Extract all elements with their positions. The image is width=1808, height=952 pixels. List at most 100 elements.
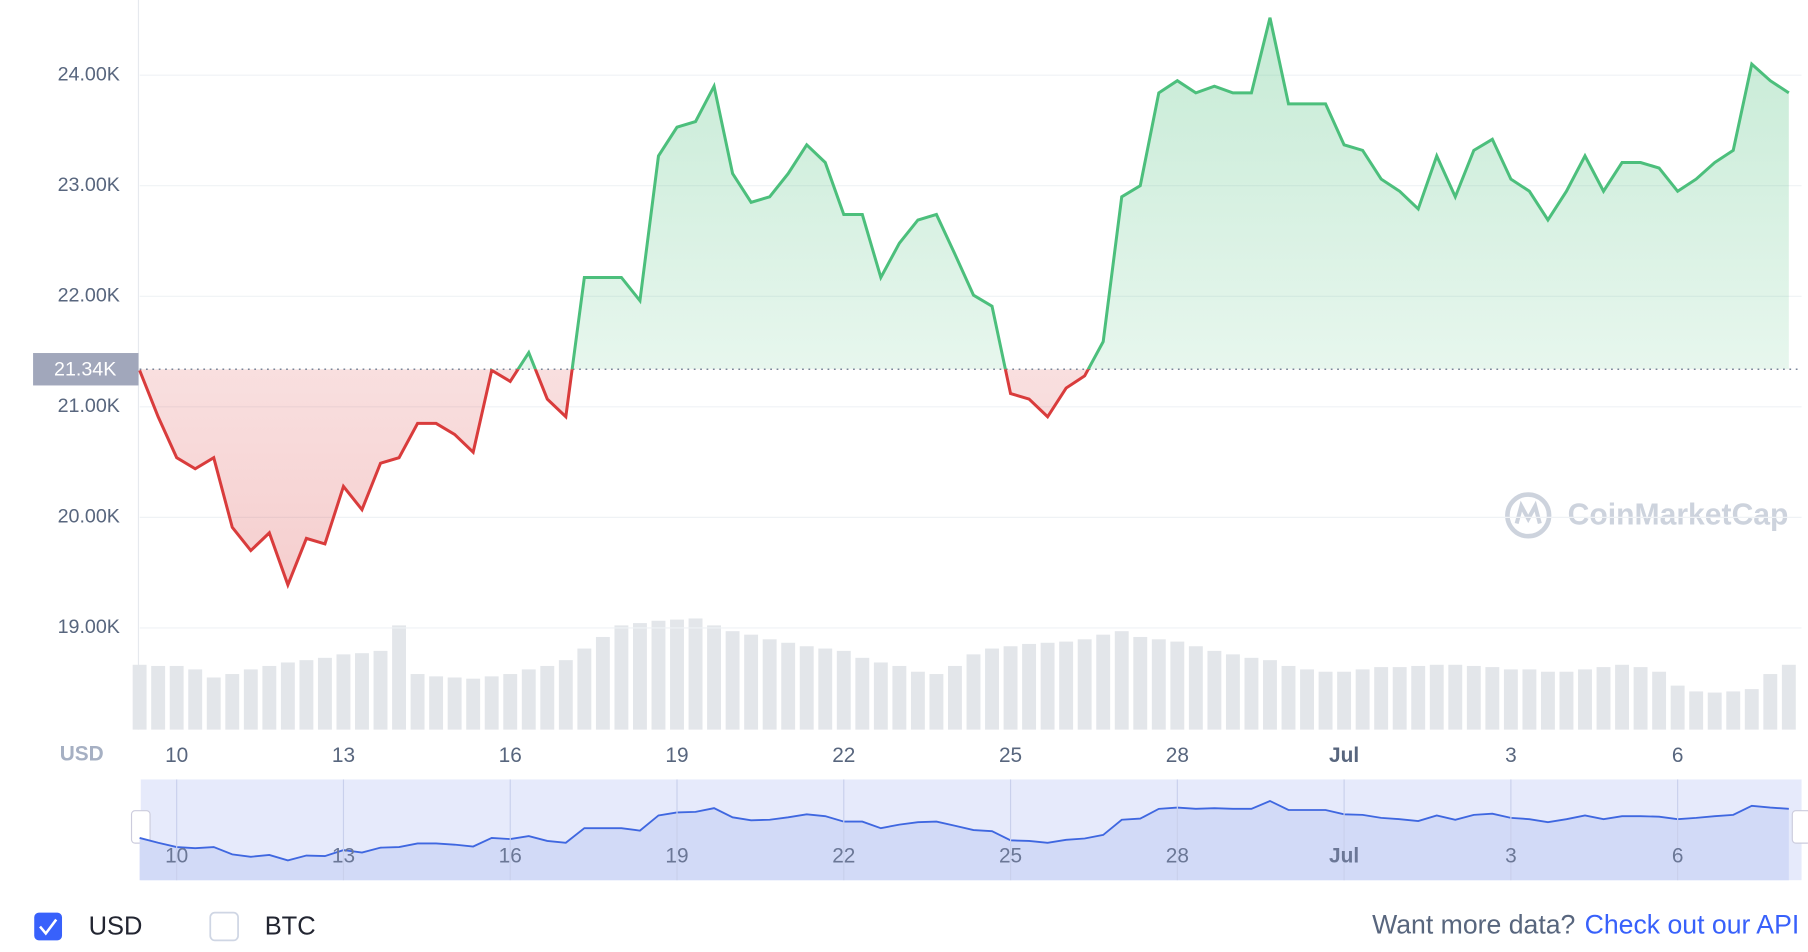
volume-bar bbox=[762, 639, 777, 730]
volume-bar bbox=[336, 654, 351, 730]
volume-bar bbox=[1540, 671, 1555, 730]
volume-bar bbox=[744, 634, 759, 730]
volume-bar bbox=[1448, 664, 1463, 730]
volume-bar bbox=[836, 650, 851, 730]
volume-bar bbox=[503, 674, 518, 730]
baseline-label: 21.34K bbox=[54, 359, 116, 381]
volume-bar bbox=[410, 674, 425, 730]
volume-bar bbox=[892, 665, 907, 730]
x-tick-label: 3 bbox=[1505, 744, 1517, 767]
volume-bar bbox=[1781, 664, 1796, 730]
volume-bar bbox=[1096, 634, 1111, 730]
baseline-label-bg bbox=[33, 353, 139, 386]
x-tick-label: 16 bbox=[499, 744, 522, 767]
volume-bar bbox=[948, 665, 962, 730]
plot: 19.00K 20.00K 21.00K 22.00K 23.00K 24.00K 21.3… bbox=[33, 17, 1802, 881]
volume-bar bbox=[1355, 669, 1370, 730]
volume-bar bbox=[355, 653, 369, 730]
volume-bar bbox=[558, 660, 573, 730]
volume-bar bbox=[317, 657, 332, 730]
navigator-tick-label: 28 bbox=[1166, 845, 1189, 868]
footer-link[interactable]: Check out our API bbox=[1585, 910, 1800, 940]
navigator-tick-label: 6 bbox=[1672, 845, 1684, 868]
volume-bar bbox=[429, 676, 444, 730]
volume-bar bbox=[1151, 639, 1166, 730]
volume-bar bbox=[188, 669, 203, 730]
check-icon bbox=[39, 918, 58, 936]
y-tick-label: 23.00K bbox=[58, 174, 120, 196]
x-tick-label: 10 bbox=[165, 744, 188, 767]
legend-label[interactable]: USD bbox=[89, 912, 143, 940]
volume-bar bbox=[1763, 674, 1778, 730]
navigator-tick-label: 10 bbox=[165, 845, 188, 868]
volume-bar bbox=[781, 642, 796, 730]
volume-bar bbox=[818, 648, 833, 730]
checkbox[interactable] bbox=[209, 911, 239, 942]
volume-bar bbox=[1726, 691, 1741, 730]
watermark: CoinMarketCap bbox=[1505, 492, 1789, 539]
volume-bar bbox=[929, 674, 944, 730]
x-tick-label: 25 bbox=[999, 744, 1022, 767]
volume-bar bbox=[206, 677, 221, 730]
volume-bar bbox=[1337, 671, 1352, 730]
volume-bar bbox=[1207, 650, 1222, 730]
navigator-tick-label: 25 bbox=[999, 845, 1022, 868]
volume-bar bbox=[1633, 667, 1648, 730]
volume-bar bbox=[392, 625, 406, 730]
volume-bar bbox=[1689, 691, 1704, 730]
volume-bar bbox=[985, 648, 999, 730]
volume-bar bbox=[1503, 669, 1518, 730]
volume-bar bbox=[1003, 646, 1018, 730]
area-up bbox=[139, 17, 1789, 370]
volume-bar bbox=[1040, 642, 1055, 730]
volume-bar bbox=[688, 618, 703, 730]
volume-bar bbox=[1281, 665, 1296, 730]
watermark-text: CoinMarketCap bbox=[1568, 498, 1789, 531]
volume-bar bbox=[1374, 667, 1389, 730]
navigator-handle[interactable] bbox=[1791, 810, 1808, 844]
x-tick-label: 13 bbox=[332, 744, 355, 767]
volume-bar bbox=[1022, 643, 1037, 730]
volume-bar bbox=[595, 636, 610, 730]
volume-bar bbox=[707, 625, 722, 730]
x-tick-label: 28 bbox=[1166, 744, 1189, 767]
y-tick-label: 21.00K bbox=[58, 395, 120, 417]
volume-bar bbox=[484, 676, 499, 730]
volume-bar bbox=[1596, 667, 1611, 730]
volume-bar bbox=[632, 623, 647, 730]
volume-bar bbox=[1670, 685, 1685, 730]
volume-bar bbox=[1559, 671, 1574, 730]
volume-bar bbox=[1225, 654, 1240, 730]
navigator-tick-label: 3 bbox=[1505, 845, 1517, 868]
area-down bbox=[139, 369, 1089, 585]
navigator-tick-label: 13 bbox=[332, 845, 355, 868]
volume-bar bbox=[1485, 667, 1500, 730]
navigator-area bbox=[139, 800, 1789, 881]
volume-bar bbox=[540, 665, 555, 730]
volume-bar bbox=[1263, 660, 1277, 730]
footer-prompt: Want more data? bbox=[1372, 910, 1575, 940]
checkbox[interactable] bbox=[34, 912, 63, 941]
volume-bar bbox=[1392, 667, 1407, 730]
navigator-tick-label: Jul bbox=[1329, 845, 1359, 868]
volume-bar bbox=[1244, 657, 1259, 730]
volume-bar bbox=[299, 660, 314, 730]
navigator-tick-label: 19 bbox=[665, 845, 688, 868]
volume-bar bbox=[1114, 631, 1129, 730]
volume-bar bbox=[447, 677, 462, 730]
volume-bar bbox=[521, 669, 536, 730]
volume-bar bbox=[225, 674, 240, 730]
volume-bar bbox=[1466, 665, 1481, 730]
volume-bar bbox=[243, 669, 258, 730]
volume-bar bbox=[1578, 669, 1592, 730]
legend-label[interactable]: BTC bbox=[265, 912, 316, 940]
volume-bar bbox=[855, 657, 870, 730]
y-tick-label: 19.00K bbox=[58, 616, 120, 638]
footer: Want more data? Check out our API bbox=[1372, 910, 1799, 940]
volume-bar bbox=[670, 619, 684, 730]
volume-bar bbox=[169, 665, 184, 730]
x-tick-label: 22 bbox=[832, 744, 855, 767]
navigator-tick-label: 16 bbox=[499, 845, 522, 868]
